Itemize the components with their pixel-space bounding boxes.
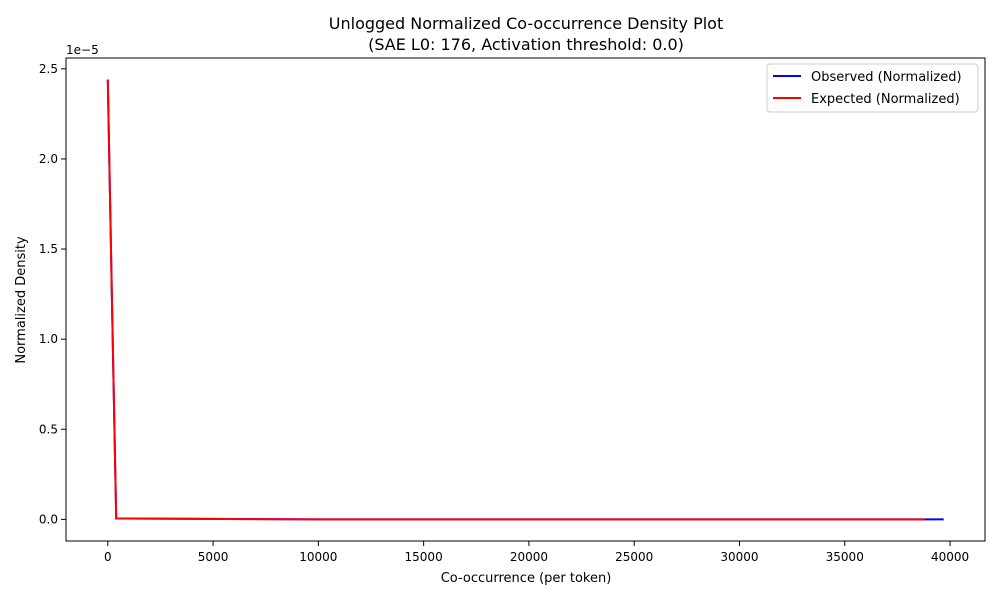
- legend-box: [766, 63, 979, 113]
- series-layer: [106, 79, 944, 521]
- x-tick-label: 10000: [299, 550, 337, 564]
- x-tick-label: 25000: [615, 550, 653, 564]
- legend-label-observed: Observed (Normalized): [811, 70, 962, 85]
- y-axis-label: Normalized Density: [14, 236, 29, 364]
- y-tick-label: 0.0: [39, 512, 58, 526]
- x-axis: 0 5000 10000 15000 20000 25000 30000 35000 40000: [104, 541, 969, 564]
- y-tick-label: 2.5: [39, 62, 58, 76]
- series-line-expected: [106, 79, 925, 521]
- x-tick-label: 0: [104, 550, 112, 564]
- y-tick-label: 1.0: [39, 332, 58, 346]
- y-tick-label: 2.0: [39, 152, 58, 166]
- x-axis-label: Co-occurrence (per token): [441, 571, 612, 586]
- legend: Observed (Normalized) Expected (Normaliz…: [766, 63, 979, 113]
- plot-frame: [65, 57, 986, 542]
- y-axis: 0.0 0.5 1.0 1.5 2.0 2.5: [39, 62, 66, 526]
- x-tick-label: 5000: [198, 550, 229, 564]
- series-line-observed: [106, 79, 944, 521]
- y-tick-label: 1.5: [39, 242, 58, 256]
- x-tick-label: 30000: [720, 550, 758, 564]
- y-offset-label: 1e−5: [66, 43, 99, 57]
- chart-title-line2: (SAE L0: 176, Activation threshold: 0.0): [368, 35, 684, 54]
- chart-title-line1: Unlogged Normalized Co-occurrence Densit…: [329, 14, 723, 33]
- x-tick-label: 15000: [405, 550, 443, 564]
- legend-label-expected: Expected (Normalized): [811, 92, 960, 107]
- x-tick-label: 35000: [826, 550, 864, 564]
- y-tick-label: 0.5: [39, 422, 58, 436]
- x-tick-label: 20000: [510, 550, 548, 564]
- x-tick-label: 40000: [931, 550, 969, 564]
